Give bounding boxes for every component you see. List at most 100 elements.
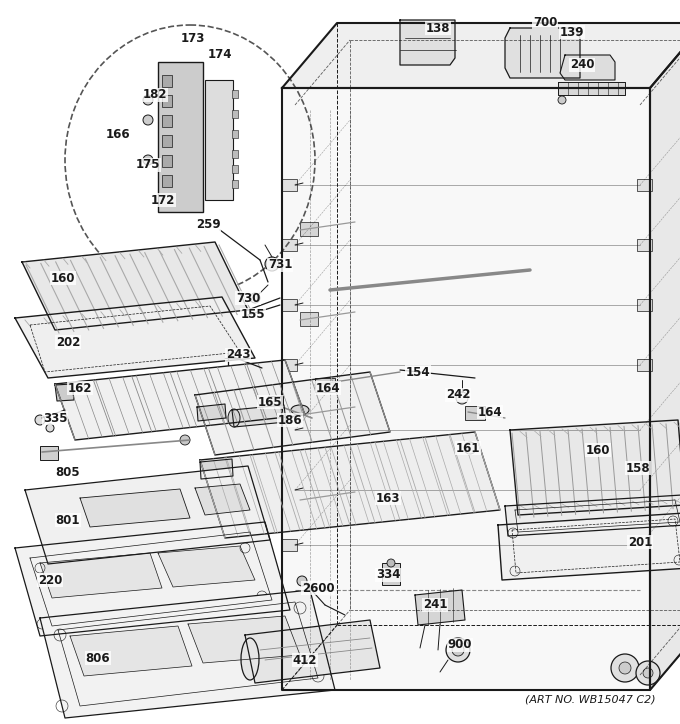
Bar — [282, 539, 297, 551]
Polygon shape — [650, 23, 680, 690]
Text: 174: 174 — [208, 49, 233, 62]
Bar — [300, 312, 318, 326]
Text: 173: 173 — [181, 32, 205, 44]
Polygon shape — [282, 88, 650, 690]
Polygon shape — [200, 459, 233, 479]
Polygon shape — [282, 23, 680, 88]
Bar — [282, 179, 297, 191]
Text: 172: 172 — [151, 193, 175, 206]
Circle shape — [636, 661, 660, 685]
Polygon shape — [25, 466, 270, 564]
Text: 243: 243 — [226, 348, 250, 361]
Bar — [282, 484, 297, 496]
Polygon shape — [558, 82, 625, 95]
Polygon shape — [415, 590, 465, 625]
Circle shape — [619, 662, 631, 674]
Polygon shape — [197, 404, 226, 421]
Bar — [232, 90, 238, 98]
Bar — [300, 492, 318, 506]
Circle shape — [143, 115, 153, 125]
Bar — [162, 95, 172, 107]
Text: 700: 700 — [533, 15, 557, 28]
Text: 165: 165 — [258, 395, 282, 408]
Bar — [162, 155, 172, 167]
Polygon shape — [195, 484, 250, 515]
Bar — [637, 239, 652, 251]
Text: 160: 160 — [51, 272, 75, 285]
Bar — [268, 396, 283, 408]
Circle shape — [46, 424, 54, 432]
Bar — [232, 130, 238, 138]
Polygon shape — [498, 513, 680, 580]
Circle shape — [250, 293, 260, 303]
Bar — [232, 110, 238, 118]
Text: 155: 155 — [241, 308, 265, 321]
Text: 731: 731 — [268, 258, 292, 272]
Text: 163: 163 — [376, 492, 401, 505]
Polygon shape — [510, 420, 680, 515]
Bar — [637, 484, 652, 496]
Text: 139: 139 — [560, 25, 584, 38]
Text: 805: 805 — [56, 466, 80, 479]
Polygon shape — [200, 432, 500, 538]
Text: 164: 164 — [316, 382, 340, 395]
Bar — [637, 539, 652, 551]
Text: 335: 335 — [43, 411, 67, 424]
Polygon shape — [70, 626, 192, 676]
Text: 412: 412 — [293, 654, 318, 667]
Circle shape — [446, 638, 470, 662]
Bar — [637, 299, 652, 311]
Polygon shape — [195, 372, 390, 455]
Text: 900: 900 — [447, 639, 472, 652]
Bar — [282, 359, 297, 371]
Text: 154: 154 — [406, 366, 430, 379]
Polygon shape — [22, 242, 248, 330]
Bar — [232, 180, 238, 188]
Polygon shape — [15, 297, 255, 378]
Text: 242: 242 — [446, 389, 471, 402]
Bar — [232, 165, 238, 173]
Polygon shape — [232, 405, 286, 427]
Circle shape — [452, 644, 464, 656]
Polygon shape — [158, 546, 255, 587]
Bar — [300, 407, 318, 421]
Bar — [300, 222, 318, 236]
Text: 220: 220 — [38, 573, 62, 586]
Text: (ART NO. WB15047 C2): (ART NO. WB15047 C2) — [525, 695, 656, 705]
Polygon shape — [245, 620, 380, 683]
Polygon shape — [55, 360, 305, 440]
Bar — [315, 378, 335, 392]
Polygon shape — [15, 522, 290, 636]
Bar — [40, 446, 58, 460]
Circle shape — [143, 155, 153, 165]
Text: 259: 259 — [196, 219, 220, 232]
Bar — [282, 299, 297, 311]
Ellipse shape — [241, 638, 259, 680]
Ellipse shape — [228, 409, 240, 427]
Bar — [162, 115, 172, 127]
Bar — [158, 62, 203, 212]
Text: 240: 240 — [570, 59, 594, 72]
Circle shape — [265, 257, 279, 271]
Text: 730: 730 — [236, 292, 260, 305]
Circle shape — [143, 95, 153, 105]
Text: 160: 160 — [585, 444, 610, 457]
Bar — [637, 424, 652, 436]
Polygon shape — [40, 590, 335, 718]
Text: 202: 202 — [56, 335, 80, 348]
Text: 161: 161 — [456, 442, 480, 455]
Bar — [637, 179, 652, 191]
Circle shape — [643, 668, 653, 678]
Circle shape — [464, 442, 476, 454]
Bar — [162, 175, 172, 187]
Polygon shape — [560, 55, 615, 80]
Polygon shape — [40, 553, 162, 598]
Bar — [465, 406, 485, 420]
Text: 241: 241 — [423, 599, 447, 612]
Circle shape — [456, 392, 468, 404]
Text: 2600: 2600 — [302, 581, 335, 594]
Circle shape — [180, 435, 190, 445]
Text: 158: 158 — [626, 461, 650, 474]
Polygon shape — [55, 384, 74, 401]
Bar — [282, 424, 297, 436]
